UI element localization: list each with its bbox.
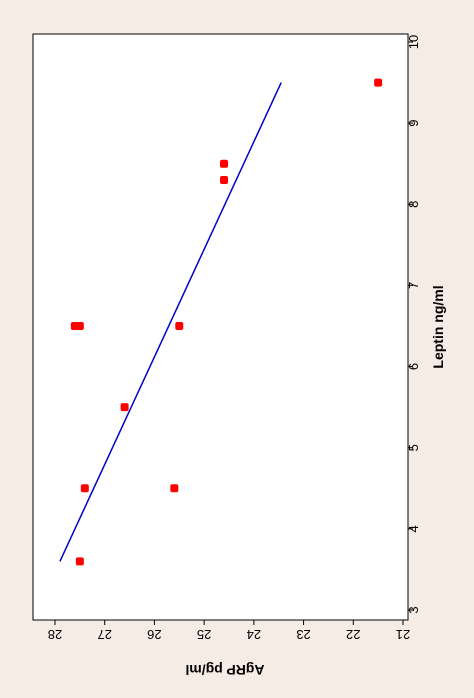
y-tick-label: 28 bbox=[48, 627, 62, 642]
y-tick-label: 21 bbox=[396, 627, 410, 642]
y-tick-label: 25 bbox=[197, 627, 211, 642]
x-tick-label: 6 bbox=[406, 363, 421, 370]
data-point bbox=[80, 484, 89, 493]
x-tick-label: 3 bbox=[406, 606, 421, 613]
data-point bbox=[120, 403, 129, 412]
data-point bbox=[374, 78, 383, 87]
x-tick-label: 10 bbox=[406, 35, 421, 49]
y-tick-label: 22 bbox=[346, 627, 360, 642]
data-point bbox=[170, 484, 179, 493]
data-point bbox=[220, 159, 229, 168]
y-tick-label: 24 bbox=[247, 627, 261, 642]
y-tick-label: 26 bbox=[147, 627, 161, 642]
y-tick-label: 23 bbox=[296, 627, 310, 642]
x-tick-label: 4 bbox=[406, 525, 421, 532]
x-tick-label: 5 bbox=[406, 444, 421, 451]
x-tick-label: 7 bbox=[406, 282, 421, 289]
data-point bbox=[220, 175, 229, 184]
y-axis-label: AgRP pg/ml bbox=[185, 662, 264, 678]
data-point bbox=[175, 322, 184, 330]
data-point bbox=[75, 322, 84, 330]
y-tick-label: 27 bbox=[97, 627, 111, 642]
plot-area bbox=[32, 33, 409, 621]
data-point bbox=[75, 557, 84, 566]
fit-line bbox=[59, 82, 282, 562]
x-tick-label: 9 bbox=[406, 120, 421, 127]
x-tick-label: 8 bbox=[406, 201, 421, 208]
x-axis-label: Leptin ng/ml bbox=[430, 285, 446, 368]
